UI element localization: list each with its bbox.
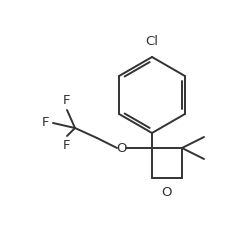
Text: F: F [63,94,71,107]
Text: F: F [63,139,71,152]
Text: O: O [116,142,127,155]
Text: F: F [41,117,49,130]
Text: Cl: Cl [145,35,158,48]
Text: O: O [161,186,172,199]
